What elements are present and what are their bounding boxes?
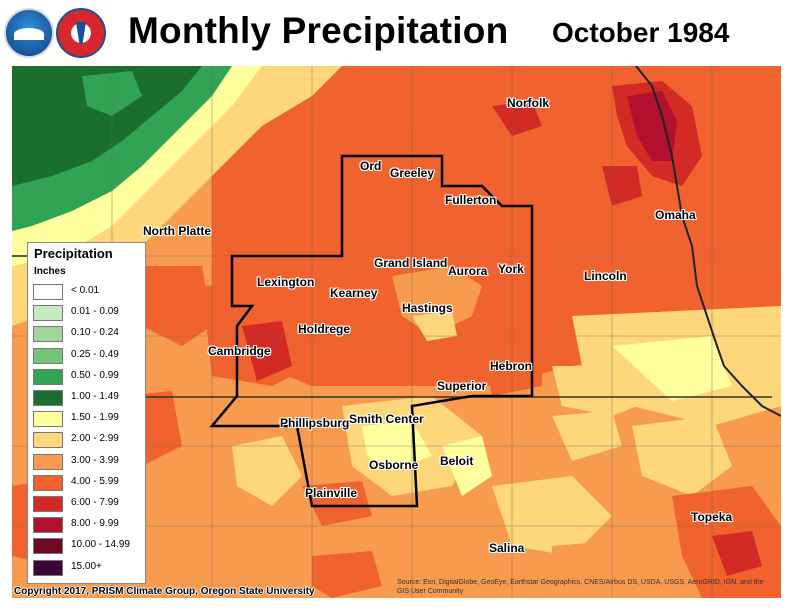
city-label-omaha: Omaha xyxy=(655,208,696,222)
city-label-phillipsburg: Phillipsburg xyxy=(280,416,350,430)
legend-label: 1.50 - 1.99 xyxy=(71,412,119,424)
legend-label: 8.00 - 9.99 xyxy=(71,518,119,530)
legend-units: Inches xyxy=(34,266,66,277)
city-label-holdrege: Holdrege xyxy=(298,322,351,336)
city-label-lexington: Lexington xyxy=(257,275,315,289)
legend-swatch xyxy=(33,559,63,576)
city-label-ord: Ord xyxy=(360,159,382,173)
city-label-lincoln: Lincoln xyxy=(584,269,627,283)
legend-swatch xyxy=(33,474,63,491)
legend-label: 0.50 - 0.99 xyxy=(71,369,119,381)
legend-swatch xyxy=(33,368,63,385)
precipitation-legend: Precipitation Inches < 0.01 0.01 - 0.09 0.… xyxy=(27,242,146,584)
city-label-aurora: Aurora xyxy=(448,264,488,278)
legend-swatch xyxy=(33,390,63,406)
legend-swatch xyxy=(33,284,63,300)
legend-label: 0.25 - 0.49 xyxy=(71,348,119,360)
city-label-superior: Superior xyxy=(437,379,487,393)
city-label-topeka: Topeka xyxy=(691,510,733,524)
map-title: Monthly Precipitation xyxy=(128,10,509,51)
precipitation-raster xyxy=(12,66,781,598)
legend-label: 0.01 - 0.09 xyxy=(71,306,119,318)
precipitation-map: Norfolk Ord Greeley Fullerton North Plat… xyxy=(12,66,781,598)
city-label-beloit: Beloit xyxy=(440,454,474,468)
legend-swatch xyxy=(33,347,63,364)
city-label-york: York xyxy=(498,262,524,276)
legend-swatch xyxy=(33,305,63,322)
city-label-salina: Salina xyxy=(489,541,525,555)
nws-logo-icon xyxy=(56,8,106,58)
city-label-grand-island: Grand Island xyxy=(374,256,448,270)
city-label-north-platte: North Platte xyxy=(143,224,212,238)
legend-label: 10.00 - 14.99 xyxy=(71,539,130,551)
legend-title: Precipitation xyxy=(34,246,113,261)
legend-label: 2.00 - 2.99 xyxy=(71,433,119,445)
city-label-hastings: Hastings xyxy=(402,301,453,315)
city-label-kearney: Kearney xyxy=(330,286,378,300)
city-label-plainville: Plainville xyxy=(305,486,358,500)
city-label-norfolk: Norfolk xyxy=(507,96,549,110)
legend-swatch xyxy=(33,411,63,428)
city-label-greeley: Greeley xyxy=(390,166,435,180)
legend-label: 0.10 - 0.24 xyxy=(71,327,119,339)
legend-swatch xyxy=(33,496,63,512)
city-label-smith-center: Smith Center xyxy=(349,412,424,426)
city-label-osborne: Osborne xyxy=(369,458,419,472)
map-header: Monthly Precipitation October 1984 xyxy=(0,0,792,66)
legend-label: 6.00 - 7.99 xyxy=(71,497,119,508)
legend-swatch xyxy=(33,453,63,470)
legend-label: 15.00+ xyxy=(71,560,102,572)
legend-label: 3.00 - 3.99 xyxy=(71,454,119,466)
legend-swatch xyxy=(33,538,63,555)
legend-swatch xyxy=(33,432,63,449)
copyright-text: Copyright 2017, PRISM Climate Group, Ore… xyxy=(14,586,315,597)
city-label-hebron: Hebron xyxy=(490,359,532,373)
source-attribution: Source: Esri, DigitalGlobe, GeoEye, Eart… xyxy=(397,579,764,595)
noaa-logo-icon xyxy=(4,8,54,58)
legend-label: 1.00 - 1.49 xyxy=(71,391,119,402)
city-label-cambridge: Cambridge xyxy=(208,344,271,358)
legend-swatch xyxy=(33,326,63,343)
legend-label: 4.00 - 5.99 xyxy=(71,475,119,487)
map-date: October 1984 xyxy=(552,17,730,48)
legend-swatch xyxy=(33,517,63,534)
city-label-fullerton: Fullerton xyxy=(445,193,497,207)
legend-label: < 0.01 xyxy=(71,285,100,296)
